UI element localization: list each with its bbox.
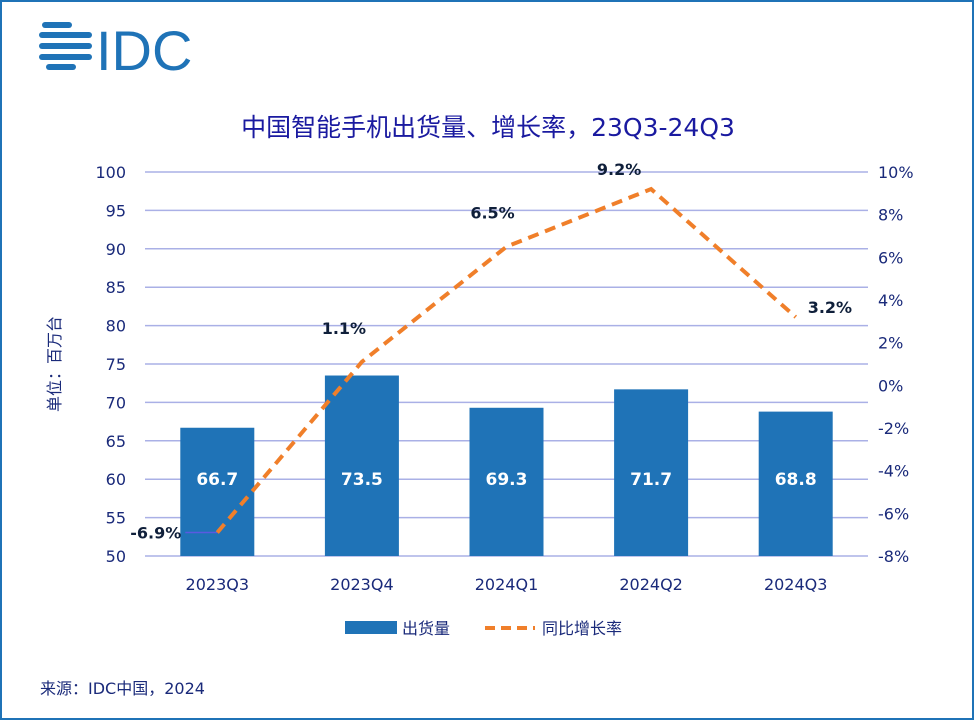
line-data-label: -6.9% — [130, 524, 181, 543]
x-tick: 2023Q3 — [186, 575, 250, 594]
bar-data-label: 73.5 — [341, 470, 383, 490]
y-left-tick: 55 — [106, 509, 126, 528]
source-note: 来源：IDC中国，2024 — [40, 679, 205, 698]
y-right-tick: -2% — [878, 419, 909, 438]
bar-data-label: 66.7 — [196, 470, 238, 490]
growth-line — [215, 186, 798, 534]
x-tick: 2024Q2 — [619, 575, 683, 594]
y-right-tick: 6% — [878, 248, 903, 267]
x-tick: 2023Q4 — [330, 575, 394, 594]
line-data-label: 9.2% — [597, 160, 641, 179]
y-left-tick: 75 — [106, 355, 126, 374]
bar — [469, 407, 544, 556]
x-tick: 2024Q1 — [475, 575, 539, 594]
y-right-tick: -6% — [878, 504, 909, 523]
y-left-tick: 50 — [106, 547, 126, 566]
chart-title: 中国智能手机出货量、增长率，23Q3-24Q3 — [241, 113, 735, 142]
y-right-tick: 10% — [878, 163, 914, 182]
bar — [180, 427, 255, 556]
y-right-tick: 8% — [878, 206, 903, 225]
y-left-tick: 65 — [106, 432, 126, 451]
legend-label-bar: 出货量 — [402, 619, 450, 638]
y-right-tick: 2% — [878, 334, 903, 353]
legend: 出货量 同比增长率 — [345, 619, 622, 638]
y-left-tick: 85 — [106, 278, 126, 297]
x-tick: 2024Q3 — [764, 575, 828, 594]
y-left-tick: 90 — [106, 240, 126, 259]
y-left-tick: 95 — [106, 201, 126, 220]
y-right-tick: 4% — [878, 291, 903, 310]
y-left-tick: 100 — [95, 163, 126, 182]
legend-label-line: 同比增长率 — [542, 619, 622, 638]
y-right-tick: -4% — [878, 462, 909, 481]
bar — [758, 411, 833, 556]
line-data-label: 1.1% — [322, 319, 366, 338]
y-left-tick: 60 — [106, 470, 126, 489]
y-right-tick: 0% — [878, 376, 903, 395]
bar-data-label: 68.8 — [775, 470, 817, 490]
y-left-tick: 70 — [106, 393, 126, 412]
y-left-tick: 80 — [106, 317, 126, 336]
bar — [614, 389, 689, 556]
y-axis-label: 单位：百万台 — [45, 316, 64, 412]
bar — [324, 375, 399, 556]
idc-logo: IDC — [39, 19, 192, 82]
logo-text: IDC — [96, 19, 192, 82]
line-data-label: 6.5% — [470, 204, 514, 223]
bar-data-label: 69.3 — [486, 470, 528, 490]
bar-data-label: 71.7 — [630, 470, 672, 490]
line-data-label: 3.2% — [808, 298, 852, 317]
legend-swatch-bar — [345, 621, 397, 634]
y-right-tick: -8% — [878, 547, 909, 566]
